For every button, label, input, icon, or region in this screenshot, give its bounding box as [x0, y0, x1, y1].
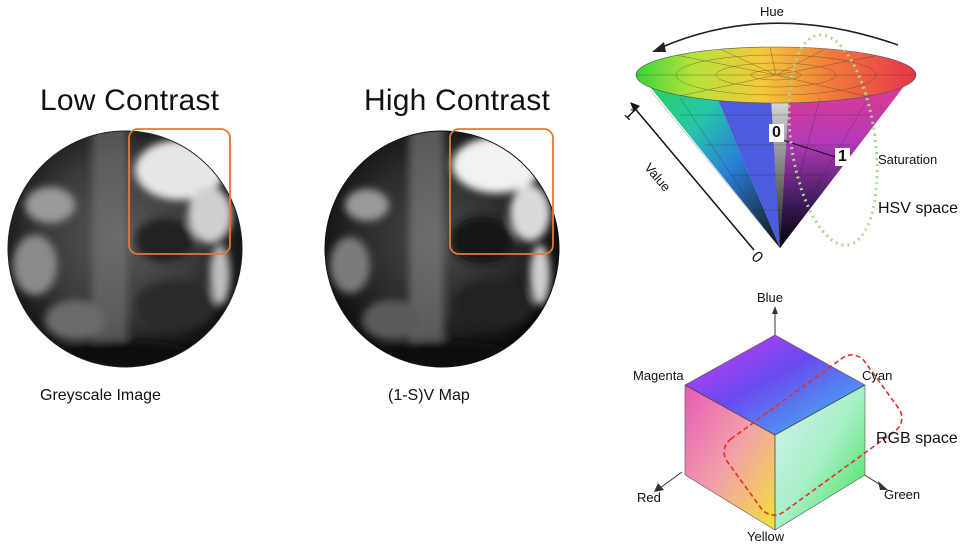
- low-contrast-title: Low Contrast: [40, 84, 220, 117]
- high-contrast-caption: (1-S)V Map: [388, 387, 470, 404]
- rgb-space-label: RGB space: [876, 430, 958, 447]
- low-contrast-highlight-box: [128, 128, 231, 255]
- cyan-label: Cyan: [862, 368, 893, 383]
- low-contrast-sphere: [7, 128, 243, 368]
- red-label: Red: [637, 490, 661, 505]
- hue-label: Hue: [760, 4, 784, 19]
- rgb-cube-diagram: [654, 306, 903, 531]
- saturation-label: Saturation: [878, 152, 938, 167]
- high-contrast-highlight-box: [449, 128, 554, 255]
- magenta-label: Magenta: [633, 368, 684, 383]
- yellow-label: Yellow: [747, 529, 785, 544]
- hsv-sat-one: 1: [835, 148, 850, 166]
- high-contrast-title: High Contrast: [364, 84, 551, 117]
- low-contrast-caption: Greyscale Image: [40, 387, 161, 404]
- hsv-space-label: HSV space: [878, 200, 959, 217]
- green-label: Green: [884, 487, 921, 502]
- high-contrast-sphere: [324, 128, 560, 368]
- hsv-sat-zero: 0: [769, 124, 784, 142]
- blue-label: Blue: [757, 290, 784, 305]
